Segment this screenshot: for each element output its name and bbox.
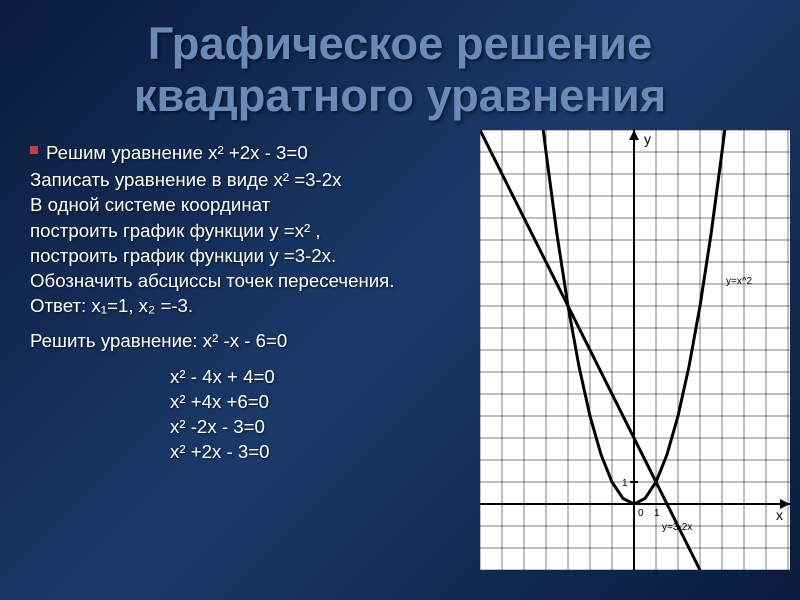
body-line: Обозначить абсциссы точек пересечения. — [30, 268, 470, 293]
solve-label: Решить уравнение: х² -х - 6=0 — [30, 328, 470, 353]
body-line: Ответ: х₁=1, х₂ =-3. — [30, 293, 470, 318]
bullet-icon — [30, 146, 38, 154]
svg-text:у=3-2х: у=3-2х — [662, 522, 692, 533]
equation-line: х² +2х - 3=0 — [30, 439, 470, 464]
slide-title: Графическое решение квадратного уравнени… — [0, 0, 800, 130]
equation-line: х² -2х - 3=0 — [30, 414, 470, 439]
lead-line: Решим уравнение х² +2х - 3=0 — [46, 140, 308, 165]
body-line: В одной системе координат — [30, 192, 470, 217]
body-line: построить график функции у =3-2х. — [30, 243, 470, 268]
body-text: Решим уравнение х² +2х - 3=0 Записать ур… — [30, 140, 470, 464]
svg-text:у: у — [644, 131, 651, 147]
chart: уху=х^2у=3-2х011 — [480, 130, 790, 570]
equation-line: х² +4х +6=0 — [30, 389, 470, 414]
title-line1: Графическое решение — [20, 18, 780, 70]
body-line: построить график функции у =х² , — [30, 218, 470, 243]
title-line2: квадратного уравнения — [20, 70, 780, 122]
equation-line: х² - 4х + 4=0 — [30, 364, 470, 389]
body-line: Записать уравнение в виде х² =3-2х — [30, 167, 470, 192]
svg-text:у=х^2: у=х^2 — [726, 276, 753, 287]
svg-text:х: х — [776, 507, 783, 523]
chart-svg: уху=х^2у=3-2х011 — [480, 130, 790, 570]
svg-text:1: 1 — [654, 508, 660, 519]
svg-text:0: 0 — [638, 508, 644, 519]
svg-text:1: 1 — [622, 478, 628, 489]
